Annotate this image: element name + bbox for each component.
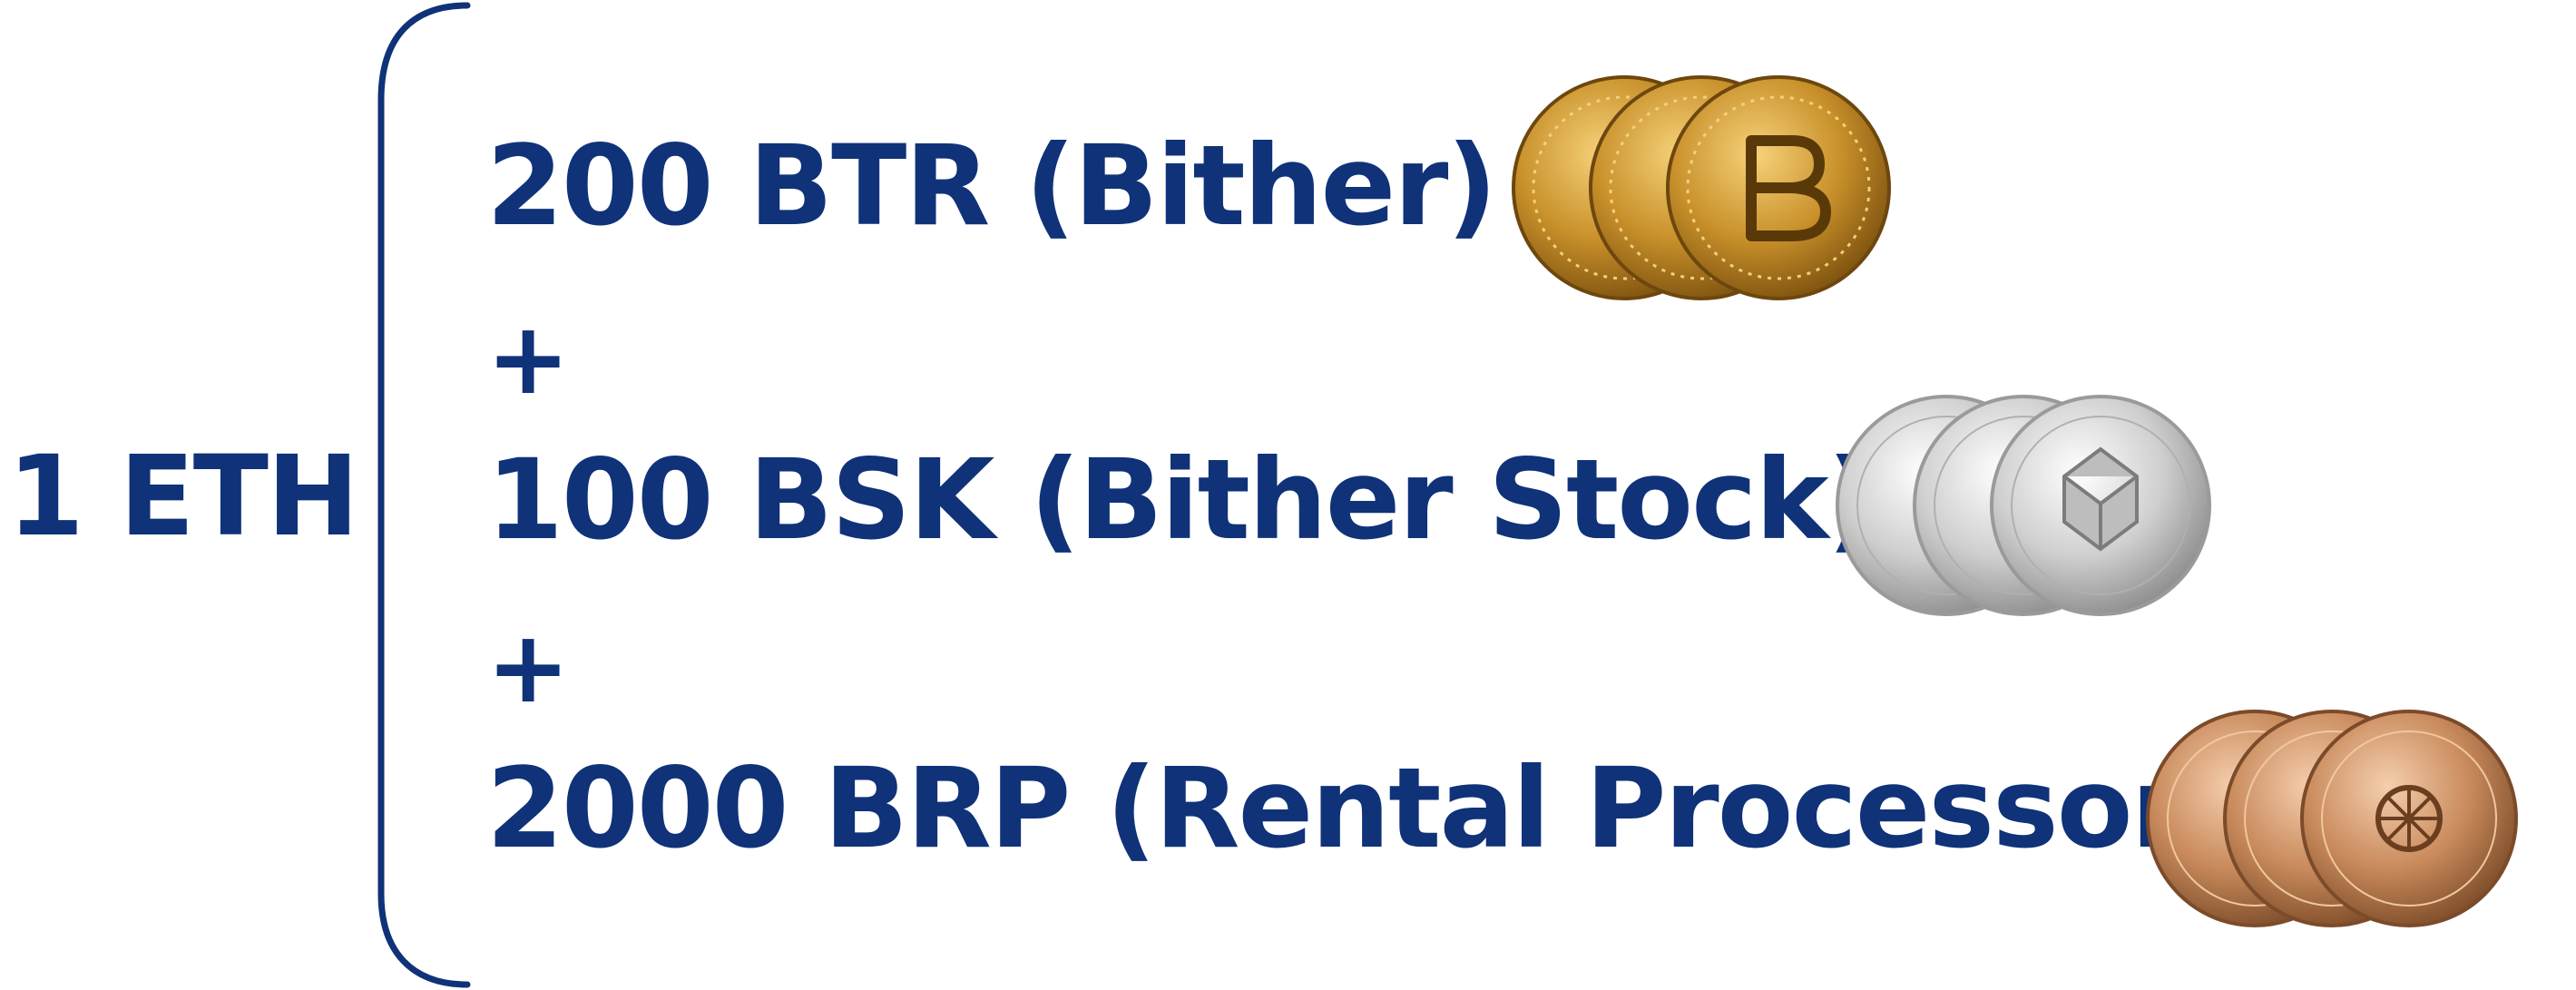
row-btr-text: 200 BTR (Bither): [486, 122, 1497, 250]
bronze-coin-stack-icon: [2146, 710, 2518, 927]
row-bsk-text: 100 BSK (Bither Stock): [486, 436, 1877, 564]
plus-sign-2: +: [486, 609, 570, 725]
eth-amount-label: 1 ETH: [7, 432, 359, 561]
row-brp-text: 2000 BRP (Rental Processor): [486, 744, 2235, 873]
gold-coin-stack-icon: [1512, 75, 1891, 300]
silver-coin-stack-icon: [1836, 395, 2211, 616]
plus-sign-1: +: [486, 300, 570, 417]
